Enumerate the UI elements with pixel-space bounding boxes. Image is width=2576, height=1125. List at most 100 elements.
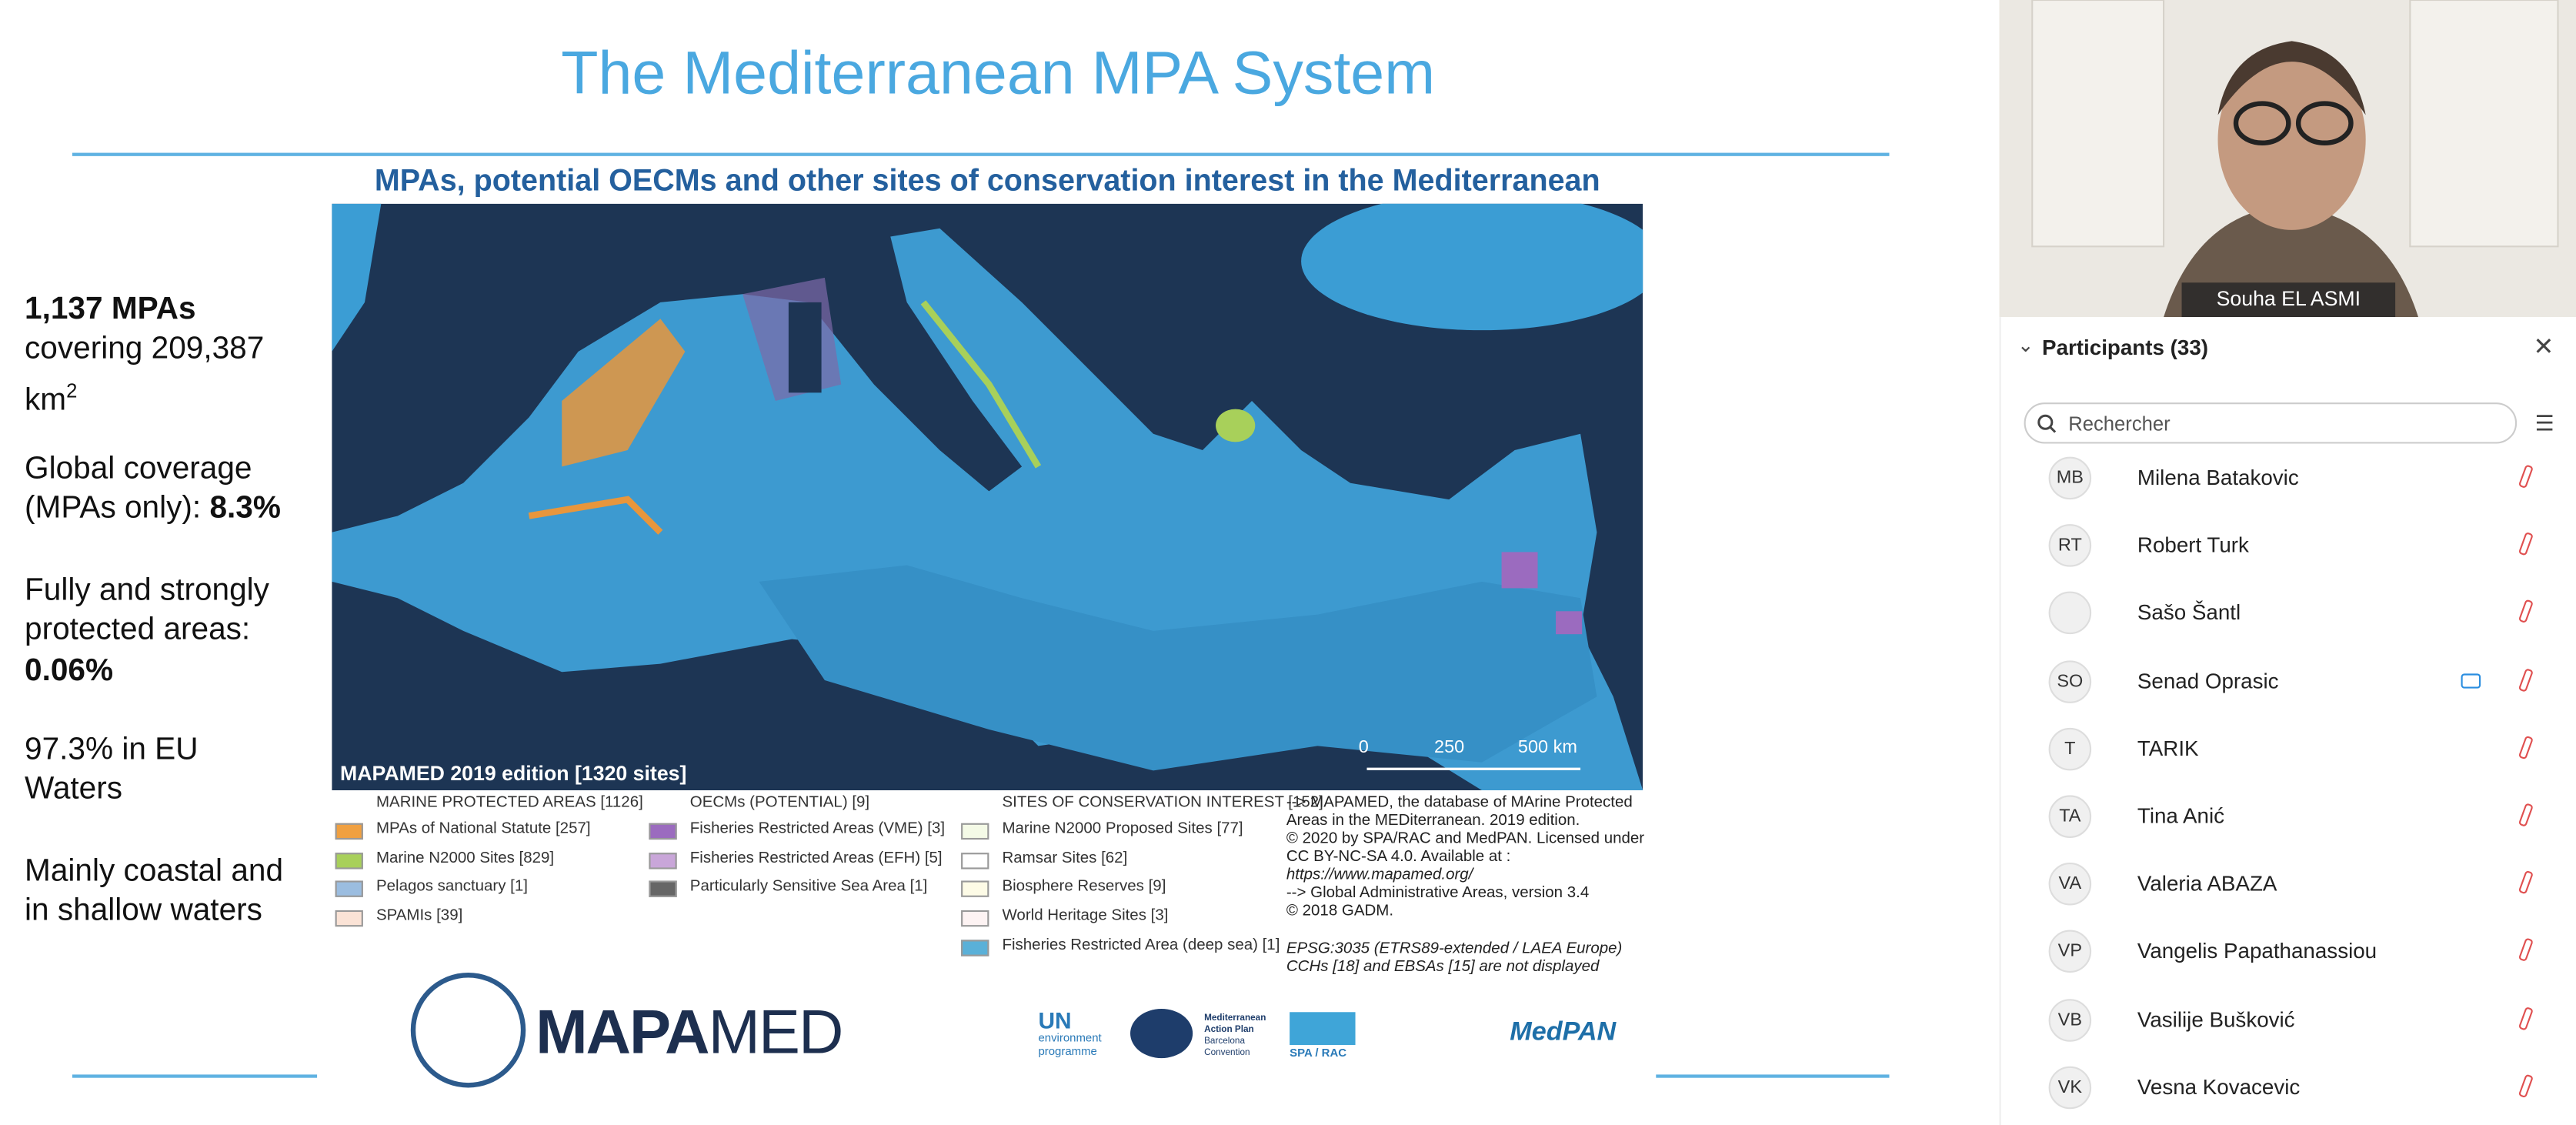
participant-row[interactable]: SO Senad Oprasic	[2000, 646, 2576, 714]
map-logo: Mediterranean Action Plan Barcelona Convent…	[1204, 1013, 1266, 1060]
participant-name: Milena Batakovic	[2137, 465, 2299, 490]
credit-line: Areas in the MEDiterranean. 2019 edition…	[1286, 811, 1580, 830]
divider	[1656, 1074, 1890, 1077]
scale-label: 0	[1358, 737, 1369, 758]
collapse-icon[interactable]: ⌄	[2017, 333, 2034, 357]
logo-text: MAPA	[536, 999, 709, 1068]
fact-text: covering 209,387 km	[25, 332, 265, 418]
search-box[interactable]: Rechercher	[2024, 402, 2518, 444]
participant-name: Robert Turk	[2137, 532, 2249, 558]
logo-text: environment	[1038, 1033, 1102, 1045]
avatar	[2048, 592, 2092, 636]
fact: Fully and strongly protected areas: 0.06…	[25, 572, 317, 692]
legend-swatch	[961, 823, 989, 840]
avatar: TA	[2048, 795, 2092, 838]
participant-name: Valeria ABAZA	[2137, 871, 2277, 896]
panel-title: Participants (33)	[2042, 335, 2209, 360]
legend-label: Fisheries Restricted Area (deep sea) [1]	[1002, 936, 1280, 955]
legend-label: SPAMIs [39]	[375, 906, 463, 926]
logo-text: Barcelona	[1204, 1037, 1246, 1047]
fact-text: 8.3%	[209, 492, 281, 526]
legend-swatch	[649, 823, 677, 840]
credit-line: © 2018 GADM.	[1286, 902, 1394, 920]
mapamed-globe	[410, 973, 526, 1088]
legend-heading: OECMs (POTENTIAL) [9]	[689, 793, 870, 812]
sort-button[interactable]: ☰	[2534, 410, 2554, 436]
avatar: SO	[2048, 659, 2092, 703]
mic-muted-icon	[2518, 735, 2534, 759]
logo-text: Convention	[1204, 1048, 1250, 1059]
credit-note: CCHs [18] and EBSAs [15] are not display…	[1286, 957, 1600, 976]
participant-row[interactable]: Sašo Šantl	[2000, 579, 2576, 646]
fact-text: Global coverage (MPAs only):	[25, 452, 252, 526]
avatar: VK	[2048, 1066, 2092, 1109]
legend-swatch	[649, 880, 677, 897]
logo-text: programme	[1038, 1047, 1097, 1059]
logo-text: UN	[1038, 1006, 1072, 1034]
close-button[interactable]: ✕	[2533, 333, 2554, 362]
legend-label: MPAs of National Statute [257]	[375, 820, 591, 838]
credit-note: EPSG:3035 (ETRS89-extended / LAEA Europe…	[1286, 940, 1623, 958]
participant-row[interactable]: RT Robert Turk	[2000, 511, 2576, 579]
fact-text: 0.06%	[25, 653, 114, 688]
credit-line: https://www.mapamed.org/	[1286, 866, 1473, 884]
legend-label: Biosphere Reserves [9]	[1002, 877, 1166, 896]
video-icon	[2461, 673, 2481, 688]
logo-text: MED	[708, 999, 843, 1068]
map-edition: MAPAMED 2019 edition [1320 sites]	[339, 762, 687, 786]
mic-muted-icon	[2518, 938, 2534, 963]
fact-text: 2	[66, 379, 78, 402]
participant-row[interactable]: VA Valeria ABAZA	[2000, 850, 2576, 917]
video-tile: Souha EL ASMI	[1999, 0, 2576, 318]
legend-swatch	[961, 940, 989, 956]
legend-label: Marine N2000 Sites [829]	[375, 849, 555, 868]
video-frame	[1999, 0, 2576, 318]
legend-label: Fisheries Restricted Areas (VME) [3]	[689, 820, 946, 838]
participant-row[interactable]: TA Tina Anić	[2000, 782, 2576, 850]
avatar: MB	[2048, 456, 2092, 500]
fact-text: Fully and strongly protected areas:	[25, 573, 269, 648]
participant-name: Vesna Kovacevic	[2137, 1073, 2301, 1100]
participant-name: Senad Oprasic	[2137, 668, 2279, 693]
map-emblem	[1130, 1009, 1193, 1059]
legend-label: Ramsar Sites [62]	[1002, 849, 1128, 868]
participant-row[interactable]: T TARIK	[2000, 714, 2576, 782]
legend-swatch	[335, 910, 363, 927]
divider	[72, 152, 1890, 155]
fact-text: Mainly coastal and in shallow waters	[25, 854, 284, 930]
search-placeholder: Rechercher	[2068, 412, 2171, 436]
legend-swatch	[335, 853, 363, 870]
fact: 97.3% in EU Waters	[25, 731, 239, 811]
participant-row[interactable]: VP Vangelis Papathanassiou	[2000, 917, 2576, 985]
mic-muted-icon	[2518, 870, 2534, 895]
mapamed-logo: MAPAMED	[536, 999, 843, 1070]
map-title: MPAs, potential OECMs and other sites of…	[374, 162, 1600, 198]
legend-swatch	[961, 880, 989, 897]
participant-row[interactable]: VK Vesna Kovacevic	[2000, 1053, 2576, 1120]
legend-swatch	[961, 910, 989, 927]
mic-muted-icon	[2518, 599, 2534, 624]
fact: Global coverage (MPAs only): 8.3%	[25, 450, 317, 530]
participant-name: Tina Anić	[2137, 803, 2225, 829]
mic-muted-icon	[2518, 667, 2534, 692]
fact: Mainly coastal and in shallow waters	[25, 853, 288, 933]
participant-row[interactable]: VB Vasilije Bušković	[2000, 985, 2576, 1053]
legend-swatch	[649, 853, 677, 870]
legend-heading: SITES OF CONSERVATION INTEREST [152]	[1002, 793, 1323, 812]
fact: 1,137 MPAs covering 209,387 km2	[25, 291, 317, 421]
scale-label: 500 km	[1517, 737, 1577, 758]
credit-line: --> Global Administrative Areas, version…	[1286, 883, 1590, 903]
sparac-logo: SPA / RAC	[1290, 1048, 1347, 1060]
participant-row[interactable]: MB Milena Batakovic	[2000, 444, 2576, 512]
legend-label: World Heritage Sites [3]	[1002, 906, 1169, 926]
scale-label: 250	[1434, 737, 1465, 758]
map	[332, 203, 1643, 791]
fact-text: 97.3% in EU Waters	[25, 733, 199, 808]
credit-line: --> MAPAMED, the database of MArine Prot…	[1286, 793, 1633, 812]
logo-text: Action Plan	[1204, 1025, 1254, 1036]
medpan-logo: MedPAN	[1510, 1018, 1617, 1047]
credit-line: © 2020 by SPA/RAC and MedPAN. Licensed u…	[1286, 830, 1645, 848]
mic-muted-icon	[2518, 1073, 2534, 1098]
